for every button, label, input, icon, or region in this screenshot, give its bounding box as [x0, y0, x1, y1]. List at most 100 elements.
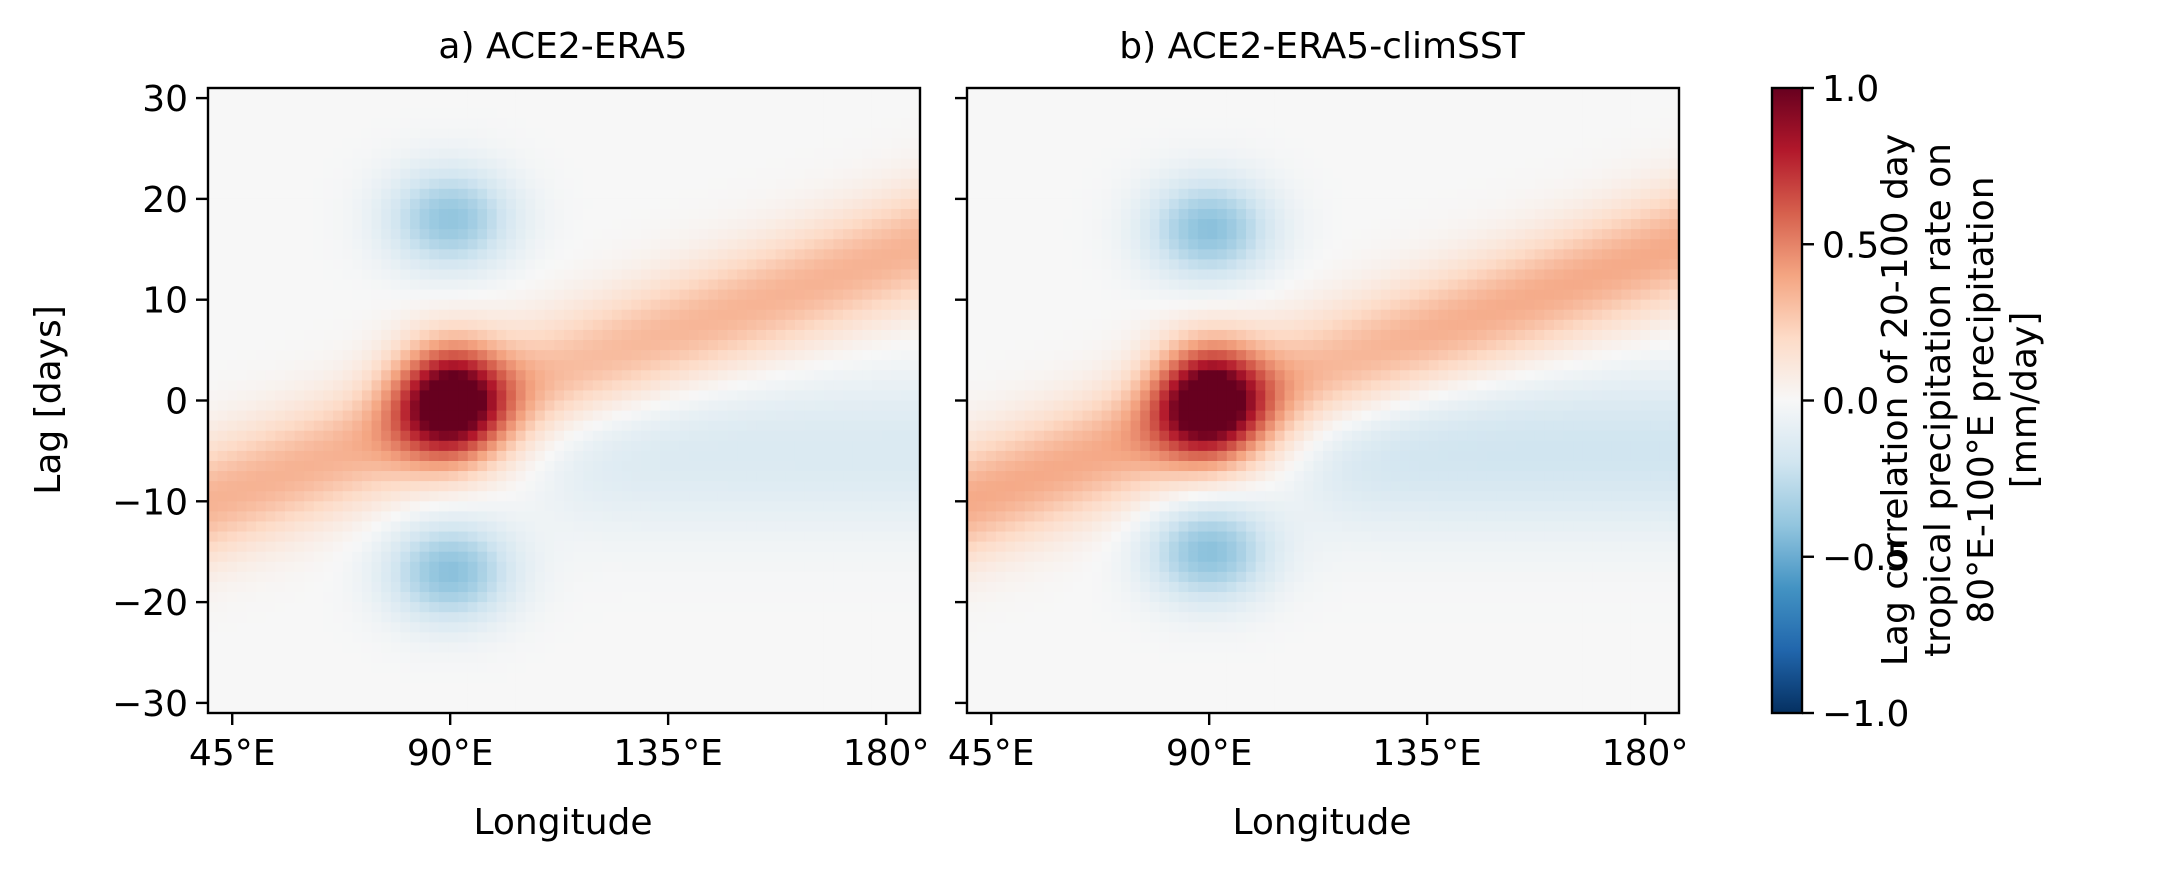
heatmap-cell [1246, 128, 1257, 139]
heatmap-cell [381, 289, 392, 301]
heatmap-cell [612, 410, 623, 422]
heatmap-cell [756, 400, 767, 412]
heatmap-cell [708, 269, 719, 281]
heatmap-cell [544, 672, 555, 684]
heatmap-cell [564, 420, 575, 432]
heatmap-cell [804, 88, 815, 99]
heatmap-cell [496, 420, 507, 432]
heatmap-cell [679, 340, 690, 351]
heatmap-cell [227, 541, 238, 553]
heatmap-cell [371, 622, 382, 633]
heatmap-cell [814, 420, 825, 432]
heatmap-cell [487, 208, 498, 220]
heatmap-cell [785, 440, 796, 452]
heatmap-cell [891, 279, 902, 291]
heatmap-cell [833, 138, 844, 150]
heatmap-cell [833, 420, 844, 432]
heatmap-cell [390, 229, 402, 240]
heatmap-cell [727, 692, 738, 704]
heatmap-cell [564, 88, 575, 99]
heatmap-cell [544, 652, 555, 664]
heatmap-cell [246, 541, 257, 553]
heatmap-cell [419, 541, 430, 553]
heatmap-cell [737, 541, 748, 553]
heatmap-cell [852, 229, 863, 240]
heatmap-cell [573, 98, 584, 109]
heatmap-cell [823, 168, 834, 180]
heatmap-cell [775, 350, 786, 361]
heatmap-cell [1226, 98, 1237, 109]
heatmap-cell [419, 229, 430, 240]
heatmap-cell [717, 410, 729, 422]
heatmap-cell [381, 370, 392, 381]
heatmap-cell [352, 551, 363, 563]
heatmap-cell [371, 138, 382, 150]
heatmap-cell [208, 259, 219, 271]
heatmap-cell [400, 521, 411, 533]
heatmap-cell [612, 450, 623, 462]
heatmap-cell [660, 481, 671, 492]
heatmap-cell [429, 521, 440, 533]
heatmap-cell [1650, 108, 1661, 119]
heatmap-cell [1178, 118, 1189, 129]
heatmap-cell [227, 672, 238, 684]
heatmap-cell [881, 239, 892, 250]
heatmap-cell [419, 299, 430, 311]
heatmap-cell [246, 128, 257, 139]
heatmap-cell [995, 88, 1007, 99]
heatmap-cell [323, 430, 334, 442]
heatmap-cell [535, 219, 546, 230]
heatmap-cell [669, 541, 681, 553]
heatmap-cell [535, 491, 546, 502]
heatmap-cell [487, 652, 498, 664]
heatmap-cell [342, 380, 353, 392]
heatmap-cell [871, 279, 883, 291]
heatmap-cell [496, 219, 507, 230]
heatmap-cell [410, 88, 421, 99]
heatmap-cell [852, 471, 863, 482]
heatmap-cell [833, 400, 844, 412]
heatmap-cell [554, 460, 565, 472]
heatmap-cell [669, 138, 681, 150]
heatmap-cell [535, 158, 546, 170]
heatmap-cell [304, 380, 315, 392]
heatmap-cell [400, 269, 411, 281]
heatmap-cell [640, 249, 652, 260]
heatmap-cell [429, 592, 440, 603]
heatmap-cell [573, 592, 584, 603]
heatmap-cell [265, 420, 276, 432]
heatmap-cell [871, 642, 883, 654]
heatmap-cell [689, 88, 700, 99]
heatmap-cell [746, 380, 758, 392]
heatmap-cell [246, 138, 257, 150]
heatmap-cell [352, 229, 363, 240]
heatmap-cell [1496, 108, 1507, 119]
heatmap-cell [323, 491, 334, 502]
heatmap-cell [766, 370, 777, 381]
heatmap-cell [862, 289, 873, 301]
heatmap-cell [746, 289, 758, 301]
heatmap-cell [477, 178, 488, 190]
heatmap-cell [448, 622, 459, 633]
heatmap-cell [400, 98, 411, 109]
heatmap-cell [717, 168, 729, 180]
heatmap-cell [342, 672, 353, 684]
heatmap-cell [669, 501, 681, 512]
heatmap-cell [583, 612, 594, 623]
heatmap-cell [236, 571, 248, 583]
heatmap-cell [602, 501, 613, 512]
heatmap-cell [342, 360, 353, 371]
heatmap-cell [467, 602, 478, 613]
heatmap-cell [746, 491, 758, 502]
heatmap-cell [679, 329, 690, 341]
heatmap-cell [429, 702, 440, 714]
heatmap-cell [535, 632, 546, 644]
heatmap-cell [323, 652, 334, 664]
heatmap-cell [304, 652, 315, 664]
heatmap-cell [583, 108, 594, 119]
heatmap-cell [891, 208, 902, 220]
heatmap-cell [506, 380, 517, 392]
heatmap-cell [342, 440, 353, 452]
heatmap-cell [284, 450, 296, 462]
heatmap-cell [689, 430, 700, 442]
